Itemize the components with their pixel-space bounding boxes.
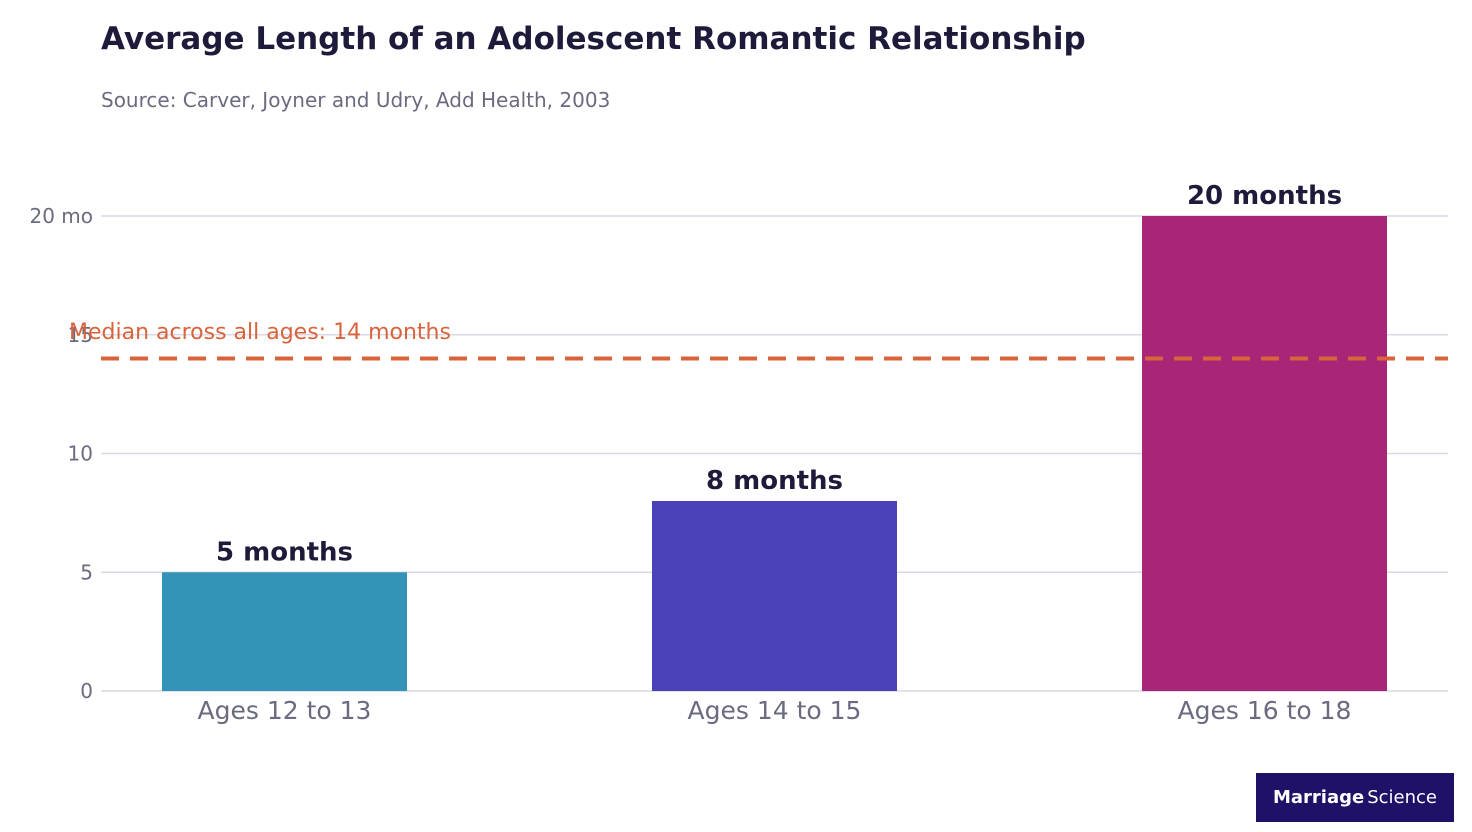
bars xyxy=(162,216,1387,691)
chart-subtitle: Source: Carver, Joyner and Udry, Add Hea… xyxy=(101,88,610,112)
logo-word-marriage: Marriage xyxy=(1273,787,1364,808)
bar xyxy=(162,572,407,691)
y-tick-label: 10 xyxy=(68,442,93,466)
brand-logo: Marriage Science xyxy=(1256,773,1454,822)
median-reference: Median across all ages: 14 months xyxy=(69,320,1448,361)
y-axis-ticks: 0 5 10 15 20 mo xyxy=(29,204,93,703)
chart-title: Average Length of an Adolescent Romantic… xyxy=(101,21,1086,57)
x-category-label: Ages 16 to 18 xyxy=(1178,696,1352,725)
x-axis-categories: Ages 12 to 13 Ages 14 to 15 Ages 16 to 18 xyxy=(198,696,1352,725)
bar-value-label: 20 months xyxy=(1187,181,1342,211)
x-category-label: Ages 12 to 13 xyxy=(198,696,372,725)
bar-value-label: 5 months xyxy=(216,537,353,567)
value-labels: 5 months 8 months 20 months xyxy=(216,181,1342,567)
y-tick-label: 20 mo xyxy=(29,204,93,228)
bar xyxy=(652,501,897,691)
median-label: Median across all ages: 14 months xyxy=(69,320,451,345)
x-category-label: Ages 14 to 15 xyxy=(688,696,862,725)
y-tick-label: 15 xyxy=(68,323,93,347)
logo-word-science: Science xyxy=(1367,787,1437,808)
bar xyxy=(1142,216,1387,691)
y-tick-label: 5 xyxy=(80,560,93,584)
logo-background xyxy=(1256,773,1454,822)
y-tick-label: 0 xyxy=(80,679,93,703)
logo-text: Marriage Science xyxy=(1273,787,1437,808)
bar-value-label: 8 months xyxy=(706,466,843,496)
